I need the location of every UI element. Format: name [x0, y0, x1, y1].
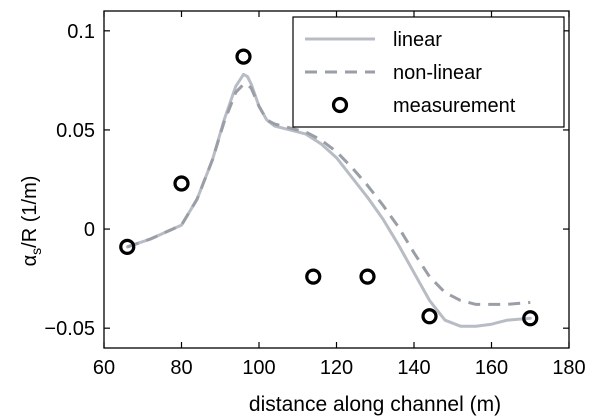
x-tick-label: 100	[242, 357, 275, 379]
data-point-measurement	[119, 238, 136, 255]
y-tick-label: 0.1	[67, 21, 95, 43]
y-tick-label: 0.05	[56, 120, 95, 142]
y-tick-label: −0.05	[44, 318, 95, 340]
legend-swatch-measurement	[331, 96, 349, 114]
legend-label-non-linear: non-linear	[393, 62, 482, 84]
legend-box	[292, 16, 565, 128]
x-tick-label: 140	[397, 357, 430, 379]
y-axis-label: αs/R (1/m)	[19, 176, 44, 267]
data-point-measurement	[421, 308, 438, 325]
series-layer	[119, 48, 539, 328]
x-tick-label: 80	[170, 357, 192, 379]
series-line-non-linear	[126, 82, 531, 306]
legend-label-linear: linear	[393, 29, 442, 51]
legend-label-measurement: measurement	[393, 95, 516, 117]
series-line-linear	[125, 72, 532, 328]
data-point-measurement	[305, 268, 322, 285]
x-tick-label: 180	[552, 357, 585, 379]
y-tick-label: 0	[84, 219, 95, 241]
x-axis-label: distance along channel (m)	[249, 393, 501, 416]
y-axis-label-subscript: s	[28, 248, 44, 255]
data-point-measurement	[522, 310, 539, 327]
legend: linear non-linear measurement	[292, 16, 565, 128]
y-axis-label-rest: /R (1/m)	[19, 176, 41, 248]
x-tick-label: 120	[320, 357, 353, 379]
x-tick-label: 60	[93, 357, 115, 379]
data-point-measurement	[235, 48, 252, 65]
data-point-measurement	[359, 268, 376, 285]
data-point-measurement	[173, 175, 190, 192]
y-axis-label-main: α	[19, 255, 41, 267]
x-tick-label: 160	[475, 357, 508, 379]
axis-labels: distance along channel (m) αs/R (1/m)	[19, 176, 501, 416]
